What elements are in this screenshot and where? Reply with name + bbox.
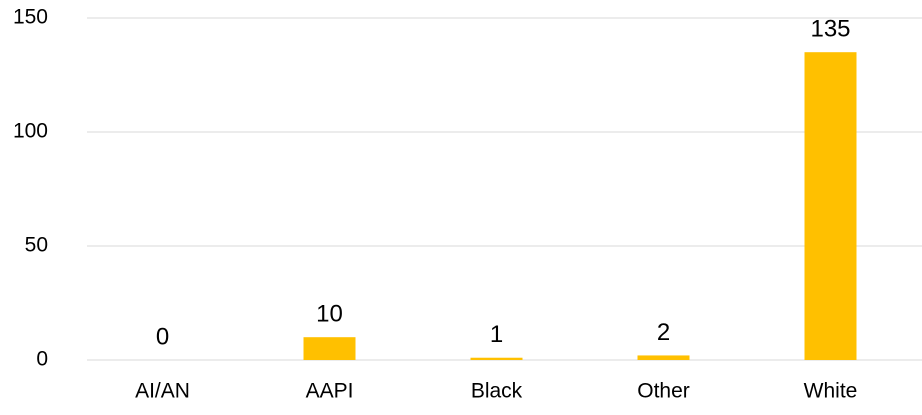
x-tick-label: White bbox=[804, 380, 858, 403]
bar bbox=[637, 355, 690, 360]
x-tick-label: AI/AN bbox=[135, 380, 190, 403]
data-label: 2 bbox=[657, 319, 670, 346]
x-tick-label: AAPI bbox=[306, 380, 354, 403]
data-label: 0 bbox=[156, 323, 169, 350]
x-tick-label: Other bbox=[637, 380, 690, 403]
x-tick-label: Black bbox=[471, 380, 523, 403]
bar bbox=[303, 337, 356, 360]
data-label: 1 bbox=[490, 321, 503, 348]
bar bbox=[470, 357, 523, 360]
y-tick-label: 50 bbox=[25, 234, 48, 257]
y-tick-label: 100 bbox=[13, 120, 48, 143]
y-tick-label: 150 bbox=[13, 6, 48, 29]
y-tick-label: 0 bbox=[36, 348, 48, 371]
data-label: 135 bbox=[810, 16, 850, 43]
data-label: 10 bbox=[316, 301, 343, 328]
bar bbox=[804, 52, 857, 360]
